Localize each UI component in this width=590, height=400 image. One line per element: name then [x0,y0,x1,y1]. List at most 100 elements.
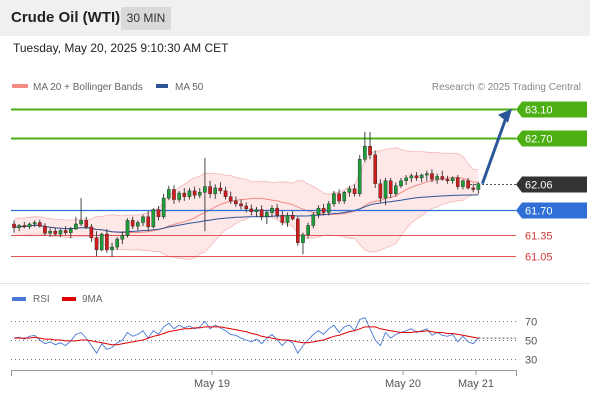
legend-rsi-label: RSI [33,294,50,305]
candle-body [68,228,73,233]
candle-body [213,187,218,194]
candle-body [125,220,130,236]
candle-body [89,226,94,238]
candle-body [363,146,367,160]
candle-body [455,177,460,187]
candle-body [306,225,310,236]
resistance-tag [516,130,587,147]
candle-body [445,179,450,182]
candle-body [316,207,321,215]
candle-body [352,188,357,194]
candle-body [321,207,326,213]
candle-body [22,225,27,228]
candle-body [187,190,192,197]
candle-body [254,209,259,212]
legend-swatch-ma20 [12,84,28,88]
price-chart: 63.10 62.70 62.06 61.70 61.35 61.05 [11,101,587,264]
candle-body [17,225,21,228]
rsi-series-9ma [14,326,479,346]
candle-body [342,192,347,202]
candle-body [182,192,187,197]
candle-body [53,230,58,235]
candle-body [197,192,202,196]
legend-ma50-label: MA 50 [175,82,204,93]
candle-body [332,193,336,205]
candle-body [141,216,145,223]
candle-body [43,225,47,234]
legend-ma20-label: MA 20 + Bollinger Bands [33,82,143,93]
candle-body [311,214,316,226]
candle-body [425,173,429,176]
pivot-label: 61.70 [525,206,553,218]
resistance-label: 63.10 [525,105,553,117]
candle-body [296,218,300,243]
credit-label: Research © 2025 Trading Central [432,82,581,93]
candle-body [419,174,424,179]
candle-body [38,222,42,227]
candle-body [192,190,197,196]
candle-body [461,180,465,187]
support-label: 61.35 [525,231,553,243]
forecast-arrow-shaft [480,117,508,185]
rsi-tick-label: 70 [525,317,537,329]
candle-body [115,238,119,248]
candle-body [110,246,114,251]
candle-body [208,186,212,194]
x-tick-label: May 21 [458,378,494,390]
candle-body [12,223,16,228]
candle-body [79,220,83,225]
candle-body [249,208,254,212]
candle-body [270,207,274,213]
legend-swatch-rsi [12,297,26,301]
legend-swatch-ma50 [156,84,168,88]
candle-body [275,207,279,216]
candle-body [74,223,78,230]
candle-body [58,230,63,235]
support-label: 61.05 [525,252,553,264]
legend-9ma-label: 9MA [82,294,103,305]
forecast-arrow-head [498,108,512,123]
candle-body [409,175,414,179]
x-tick-label: May 19 [194,378,230,390]
candle-body [239,203,243,207]
resistance-tag [516,101,587,118]
candle-body [244,205,249,210]
candle-body [435,176,439,180]
candle-body [105,233,109,251]
candle-body [259,209,264,218]
x-tick-label: May 20 [385,378,421,390]
x-axis-labels: May 19 May 20 May 21 [194,370,494,390]
candle-body [466,180,470,189]
last-price-tag [516,176,587,193]
candle-body [394,185,398,194]
candle-body [120,235,125,240]
candle-body [450,177,455,181]
candle-body [146,216,150,228]
candle-body [27,223,32,228]
candle-body [177,192,181,200]
rsi-tick-label: 50 [525,336,537,348]
candle-body [476,183,481,190]
candle-body [290,215,295,220]
candle-body [166,189,171,199]
candle-body [285,215,290,223]
candle-body [218,187,223,192]
candle-body [223,190,228,197]
candle-body [337,193,341,202]
candle-body [347,188,352,193]
candle-body [357,158,362,194]
candle-body [440,176,445,180]
timeframe-button[interactable]: 30 MIN [121,7,171,30]
candle-body [130,220,135,227]
candle-body [301,234,305,243]
candle-body [234,200,238,205]
candle-body [414,175,419,179]
resistance-label: 62.70 [525,134,553,146]
candle-body [151,209,156,228]
candle-body [399,180,403,187]
candle-body [388,180,393,194]
candle-body [471,187,476,190]
candle-body [48,230,52,234]
